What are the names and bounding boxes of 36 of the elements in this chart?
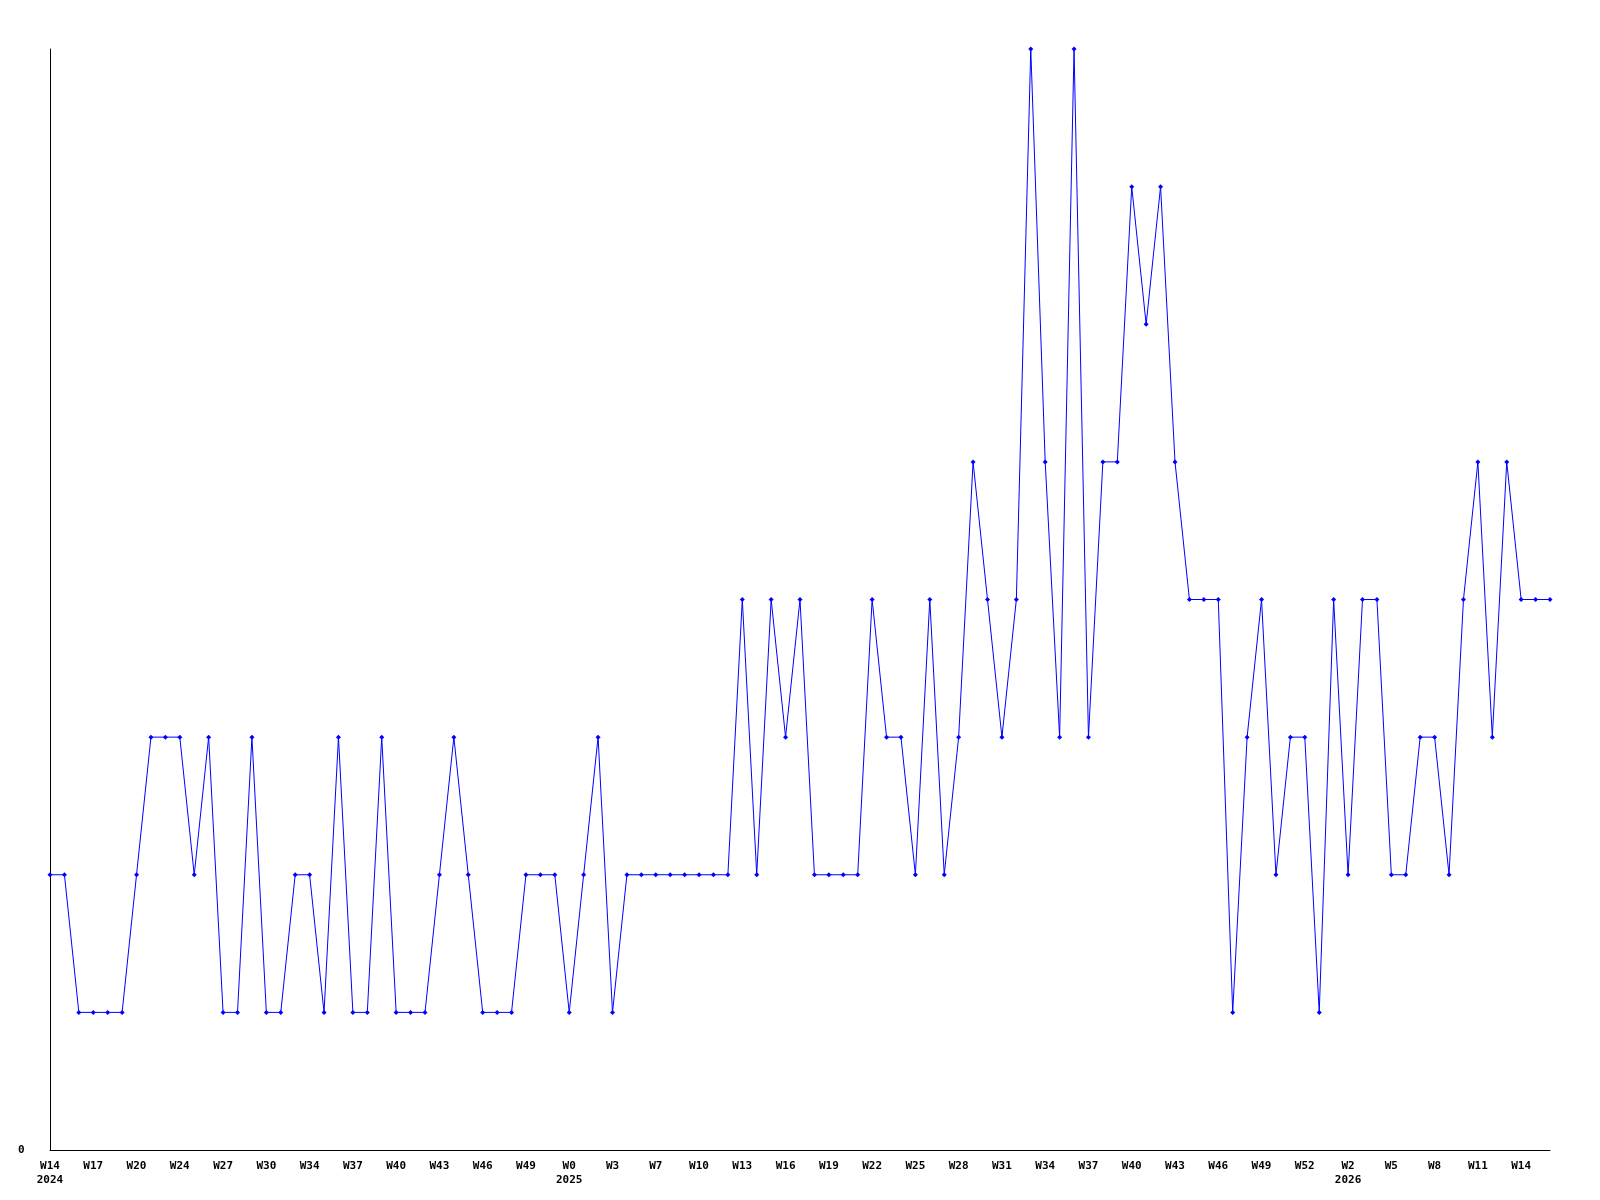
x-tick-label: W40 (1121, 1158, 1142, 1172)
x-tick-label: W14 (1511, 1158, 1532, 1172)
x-tick-label: W37 (342, 1158, 363, 1172)
x-tick-label: W46 (472, 1158, 493, 1172)
x-tick-label: W0 2025 (555, 1158, 583, 1186)
x-tick-label: W25 (905, 1158, 926, 1172)
x-tick-label: W16 (775, 1158, 796, 1172)
x-tick-label: W5 (1384, 1158, 1398, 1172)
x-tick-label: W31 (991, 1158, 1013, 1172)
x-tick-label: W40 (386, 1158, 407, 1172)
x-tick-label: W34 (299, 1158, 320, 1172)
x-tick-label: W17 (83, 1158, 104, 1172)
x-tick-label: W7 (649, 1158, 663, 1172)
x-tick-label: W30 (256, 1158, 277, 1172)
x-tick-label: W13 (732, 1158, 753, 1172)
x-tick-label: W19 (818, 1158, 839, 1172)
x-tick-label: W28 (948, 1158, 969, 1172)
x-tick-label: W11 (1467, 1158, 1489, 1172)
x-tick-label: W22 (862, 1158, 883, 1172)
x-tick-label: W8 (1427, 1158, 1442, 1172)
x-tick-label: W46 (1208, 1158, 1229, 1172)
x-tick-label: W20 (126, 1158, 147, 1172)
x-tick-label: W24 (169, 1158, 191, 1172)
x-tick-label: W10 (689, 1158, 709, 1172)
x-tick-label: W27 (213, 1158, 234, 1172)
x-tick-label: W43 (1165, 1158, 1185, 1172)
x-tick-label: W49 (516, 1158, 536, 1172)
x-tick-label: W3 (605, 1158, 620, 1172)
text: 0 (18, 1143, 25, 1156)
x-tick-label: W37 (1078, 1158, 1099, 1172)
x-tick-label: W34 (1035, 1158, 1056, 1172)
x-tick-label: W43 (429, 1158, 450, 1172)
x-tick-label: W14 2024 (36, 1158, 64, 1186)
x-tick-label: W52 (1294, 1158, 1315, 1172)
x-tick-label: W2 2026 (1334, 1158, 1362, 1186)
x-tick-label: W49 (1251, 1158, 1272, 1172)
